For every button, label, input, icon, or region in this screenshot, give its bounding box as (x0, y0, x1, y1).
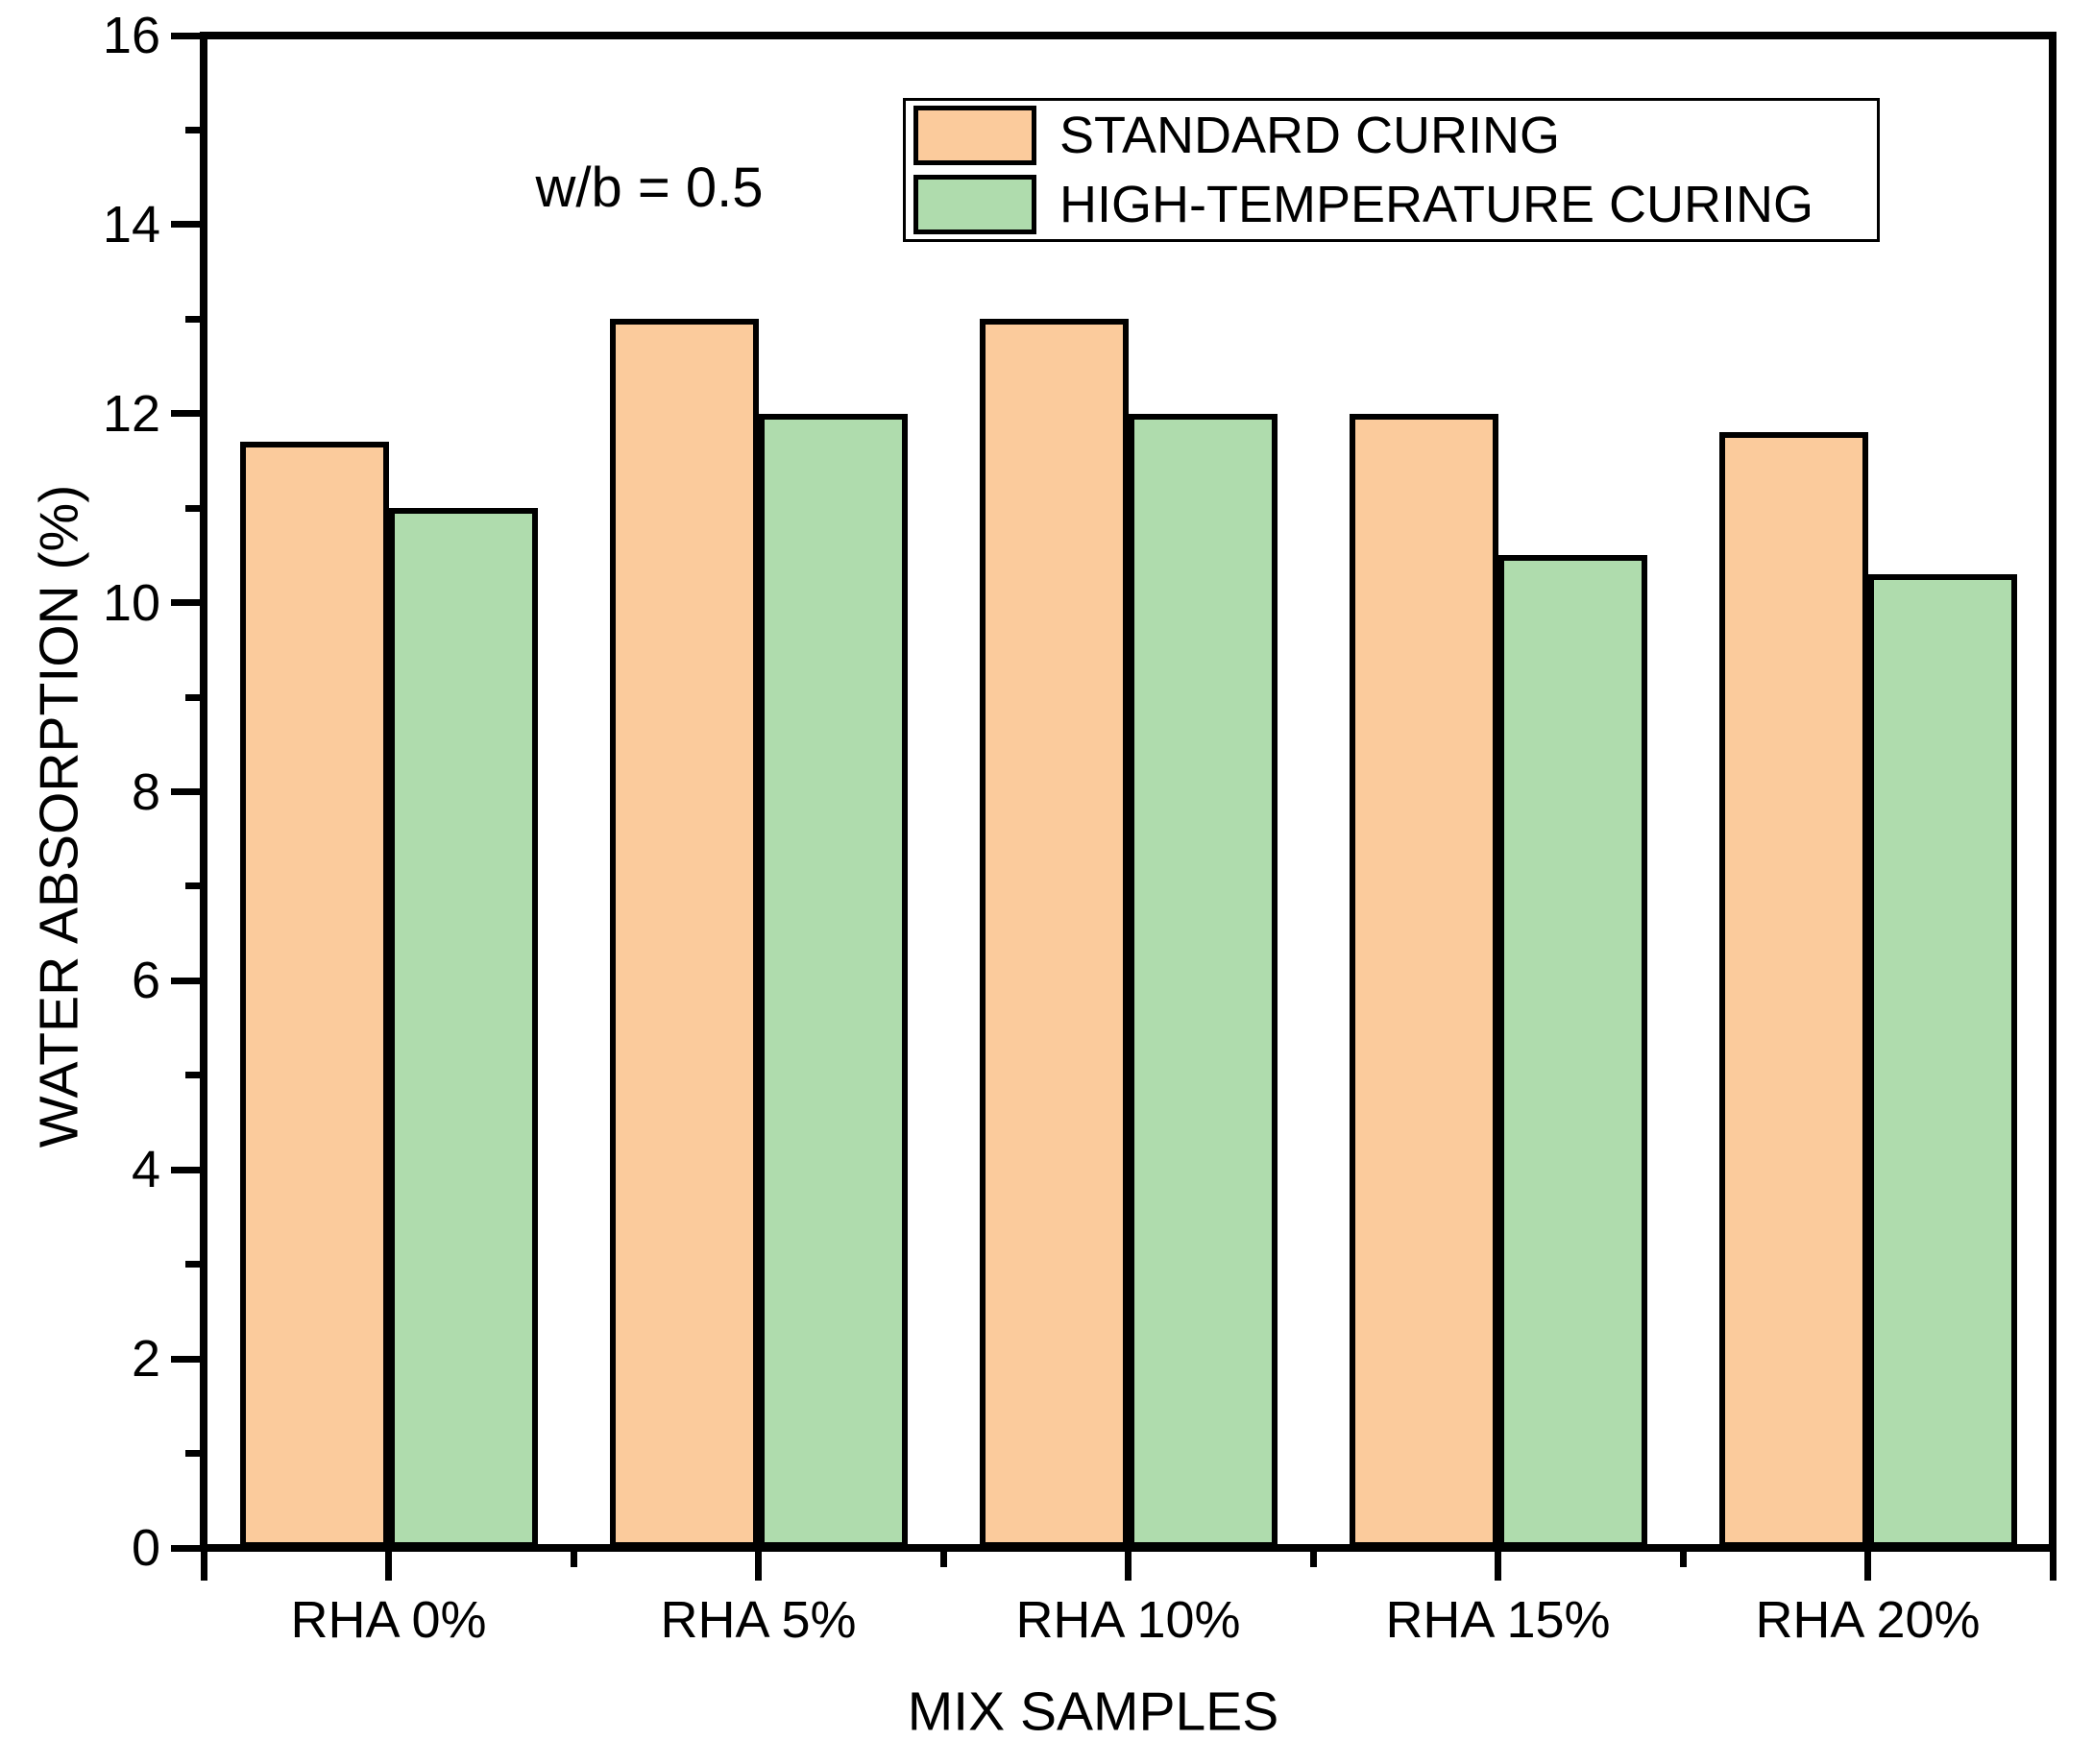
bar-standard-curing (239, 442, 389, 1548)
y-tick-label: 2 (131, 1330, 160, 1389)
x-end-tick (2049, 1548, 2056, 1581)
x-axis-title: MIX SAMPLES (907, 1680, 1279, 1743)
x-boundary-tick (570, 1548, 577, 1567)
y-tick-label: 4 (131, 1141, 160, 1199)
legend-item-standard-curing: STANDARD CURING (913, 103, 1877, 168)
y-minor-tick (185, 1072, 204, 1079)
wb-ratio-annotation: w/b = 0.5 (535, 157, 764, 219)
y-tick-label: 10 (102, 573, 160, 632)
x-category-label: RHA 20% (1755, 1591, 1981, 1649)
x-boundary-tick (1309, 1548, 1317, 1567)
y-tick-label: 14 (102, 195, 160, 254)
x-boundary-tick (1679, 1548, 1687, 1567)
bar-high-temperature-curing (1867, 574, 2017, 1548)
y-major-tick (171, 977, 204, 984)
y-tick-label: 12 (102, 384, 160, 443)
y-minor-tick (185, 315, 204, 323)
y-tick-label: 16 (102, 7, 160, 64)
y-minor-tick (185, 1261, 204, 1269)
bar-standard-curing (1349, 413, 1498, 1548)
y-axis-title: WATER ABSORPTION (%) (28, 484, 90, 1148)
x-category-label: RHA 0% (290, 1591, 487, 1649)
bar-high-temperature-curing (758, 413, 908, 1548)
y-major-tick (171, 1166, 204, 1173)
y-major-tick (171, 1544, 204, 1552)
bar-standard-curing (609, 319, 759, 1548)
legend-item-high-temperature-curing: HIGH-TEMPERATURE CURING (913, 172, 1877, 237)
legend: STANDARD CURING HIGH-TEMPERATURE CURING (903, 98, 1880, 242)
x-major-tick (1495, 1548, 1501, 1581)
y-tick-label: 0 (131, 1519, 160, 1577)
y-major-tick (171, 410, 204, 418)
x-end-tick (200, 1548, 207, 1581)
x-major-tick (385, 1548, 392, 1581)
y-minor-tick (185, 693, 204, 701)
y-major-tick (171, 599, 204, 607)
y-minor-tick (185, 1450, 204, 1458)
x-category-label: RHA 15% (1385, 1591, 1611, 1649)
y-major-tick (171, 1355, 204, 1363)
legend-label-high-temperature-curing: HIGH-TEMPERATURE CURING (1059, 176, 1814, 233)
bar-standard-curing (979, 319, 1129, 1548)
x-category-label: RHA 5% (660, 1591, 857, 1649)
standard-curing-swatch (913, 106, 1036, 165)
y-minor-tick (185, 882, 204, 890)
y-major-tick (171, 221, 204, 229)
y-tick-label: 6 (131, 952, 160, 1010)
x-major-tick (755, 1548, 762, 1581)
high-temperature-curing-swatch (913, 175, 1036, 234)
y-major-tick (171, 788, 204, 795)
legend-label-standard-curing: STANDARD CURING (1059, 107, 1561, 164)
x-major-tick (1864, 1548, 1871, 1581)
x-boundary-tick (939, 1548, 947, 1567)
x-major-tick (1125, 1548, 1132, 1581)
bar-standard-curing (1718, 432, 1868, 1548)
y-minor-tick (185, 126, 204, 133)
bar-high-temperature-curing (1497, 555, 1647, 1548)
y-tick-label: 8 (131, 762, 160, 821)
x-category-label: RHA 10% (1015, 1591, 1241, 1649)
y-minor-tick (185, 504, 204, 512)
bar-high-temperature-curing (1128, 413, 1278, 1548)
y-major-tick (171, 32, 204, 39)
bar-high-temperature-curing (388, 508, 538, 1548)
